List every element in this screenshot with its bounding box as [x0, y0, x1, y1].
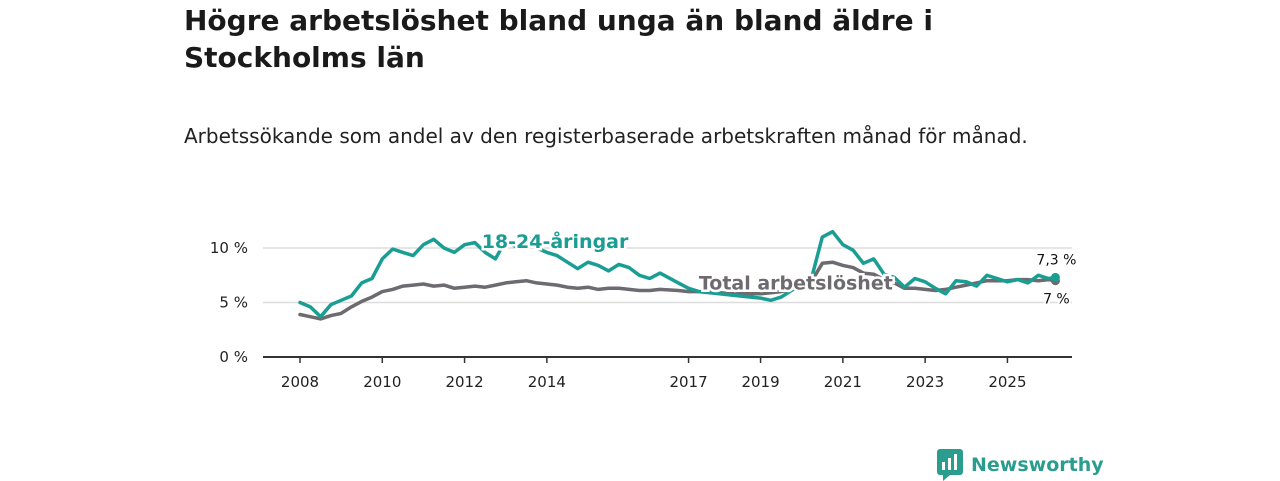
- chart-title: Högre arbetslöshet bland unga än bland ä…: [184, 4, 933, 74]
- x-tick-label: 2017: [669, 373, 707, 391]
- newsworthy-logo[interactable]: Newsworthy: [937, 449, 1104, 481]
- x-tick-label: 2014: [528, 373, 566, 391]
- series-label-total: Total arbetslöshet: [699, 272, 893, 294]
- grid-lines: [263, 247, 1072, 358]
- newsworthy-logo-text: Newsworthy: [971, 454, 1104, 476]
- y-axis-ticks: 0 % 5 % 10 %: [210, 239, 248, 366]
- x-tick-label: 2008: [281, 373, 319, 391]
- y-tick-label: 10 %: [210, 239, 248, 257]
- chart-subtitle: Arbetssökande som andel av den registerb…: [184, 124, 1028, 148]
- x-tick-label: 2010: [363, 373, 401, 391]
- x-axis-ticks: 2008 2010 2012 2014 2017 2019 2021 2023 2025: [281, 357, 1027, 391]
- y-tick-label: 5 %: [219, 294, 248, 312]
- series-label-18-24: 18-24-åringar: [482, 229, 629, 253]
- series-line-18-24: [298, 229, 1058, 319]
- x-tick-label: 2012: [445, 373, 483, 391]
- end-value-label-18-24: 7,3 %: [1036, 252, 1076, 268]
- x-tick-label: 2021: [824, 373, 862, 391]
- y-tick-label: 0 %: [219, 348, 248, 366]
- x-tick-label: 2019: [741, 373, 779, 391]
- series-labels: 18-24-åringar Total arbetslöshet 7,3 % 7 %: [479, 227, 1078, 310]
- newsworthy-logo-icon: [937, 449, 963, 481]
- x-tick-label: 2025: [988, 373, 1026, 391]
- series-lines: [298, 229, 1060, 321]
- x-tick-label: 2023: [906, 373, 944, 391]
- end-value-label-total: 7 %: [1043, 292, 1070, 308]
- series-end-marker-18-24: [1050, 272, 1060, 282]
